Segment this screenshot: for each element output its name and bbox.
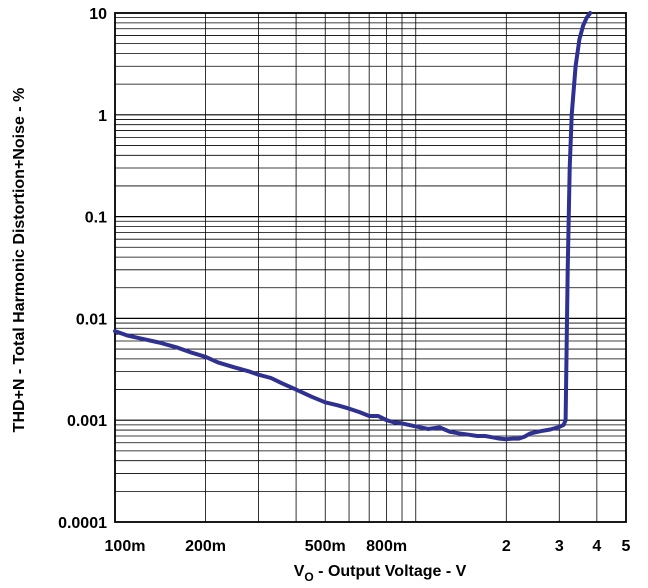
x-tick-label: 3 <box>555 538 564 555</box>
y-tick-label: 0.01 <box>76 311 107 328</box>
x-tick-label: 2 <box>502 538 511 555</box>
plot-frame <box>114 12 627 523</box>
y-tick-label: 0.0001 <box>58 515 107 532</box>
y-tick-label: 0.001 <box>67 413 107 430</box>
x-tick-labels: 100m 200m 500m 800m 2 3 4 5 <box>105 538 631 555</box>
x-tick-label: 5 <box>622 538 631 555</box>
y-tick-label: 10 <box>89 6 107 23</box>
x-tick-label: 4 <box>592 538 601 555</box>
y-axis-label: THD+N - Total Harmonic Distortion+Noise … <box>11 88 28 433</box>
x-axis-label: VO - Output Voltage - V <box>294 563 467 584</box>
y-tick-labels: 10 1 0.1 0.01 0.001 0.0001 <box>58 6 107 532</box>
y-tick-label: 0.1 <box>85 210 107 227</box>
x-tick-label: 100m <box>105 538 146 555</box>
grid <box>115 13 626 522</box>
x-tick-label: 800m <box>366 538 407 555</box>
x-tick-label: 500m <box>305 538 346 555</box>
y-tick-label: 1 <box>98 108 107 125</box>
series-line <box>113 11 593 442</box>
x-tick-label: 200m <box>185 538 226 555</box>
